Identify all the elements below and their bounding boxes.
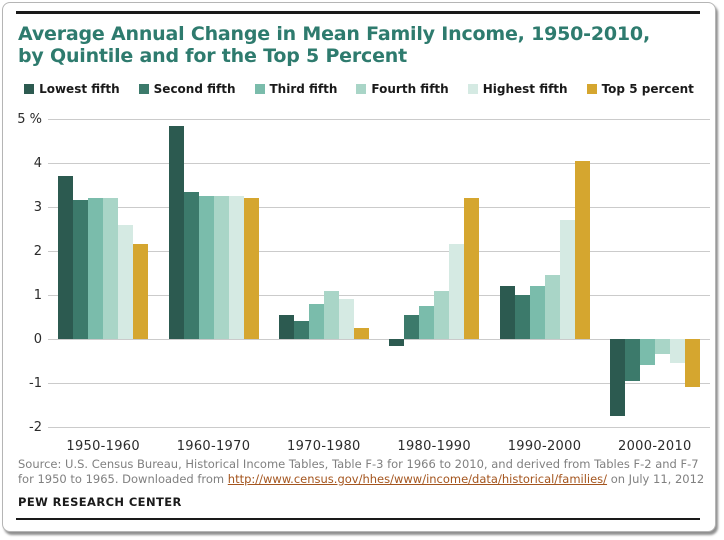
bar-second-fifth-1980-1990 [404, 314, 420, 339]
bar-lowest-fifth-1950-1960 [58, 176, 74, 339]
gridline [48, 294, 710, 296]
bar-lowest-fifth-1980-1990 [389, 339, 405, 346]
bar-top-5-percent-1980-1990 [464, 198, 480, 339]
legend-swatch [254, 84, 265, 94]
bar-third-fifth-1990-2000 [529, 286, 545, 339]
legend-label: Top 5 percent [601, 82, 694, 96]
bar-third-fifth-1960-1970 [198, 196, 214, 339]
legend: Lowest fifth Second fifth Third fifth Fo… [13, 82, 705, 96]
source-note: Source: U.S. Census Bureau, Historical I… [18, 457, 710, 486]
bar-highest-fifth-2000-2010 [669, 339, 685, 364]
legend-item-second-fifth: Second fifth [138, 82, 236, 96]
gridline [48, 338, 710, 340]
bar-lowest-fifth-2000-2010 [609, 339, 625, 416]
branding: PEW RESEARCH CENTER [18, 495, 182, 509]
gridline [48, 118, 710, 120]
bar-second-fifth-1990-2000 [514, 295, 530, 339]
y-axis-tick-label: 1 [33, 287, 42, 303]
legend-swatch [586, 84, 597, 94]
legend-label: Second fifth [153, 82, 236, 96]
x-axis-label: 1950-1960 [66, 439, 140, 454]
bar-fourth-fifth-1990-2000 [544, 275, 560, 339]
bar-fourth-fifth-1960-1970 [213, 196, 229, 339]
legend-item-highest-fifth: Highest fifth [467, 82, 568, 96]
chart-title: Average Annual Change in Mean Family Inc… [18, 23, 708, 67]
gridline [48, 426, 710, 428]
bar-third-fifth-1970-1980 [308, 303, 324, 339]
legend-item-top-5-percent: Top 5 percent [586, 82, 694, 96]
gridline [48, 382, 710, 384]
legend-item-lowest-fifth: Lowest fifth [24, 82, 120, 96]
bar-fourth-fifth-2000-2010 [654, 339, 670, 355]
gridline [48, 206, 710, 208]
legend-item-fourth-fifth: Fourth fifth [356, 82, 449, 96]
y-axis-tick-label: 3 [33, 199, 42, 215]
y-axis-tick-label: -1 [29, 375, 42, 391]
legend-label: Lowest fifth [39, 82, 120, 96]
bar-highest-fifth-1980-1990 [449, 244, 465, 339]
bar-highest-fifth-1950-1960 [118, 224, 134, 339]
bar-third-fifth-1950-1960 [88, 198, 104, 339]
x-axis-label: 1980-1990 [397, 439, 471, 454]
legend-swatch [467, 84, 478, 94]
legend-swatch [356, 84, 367, 94]
bar-top-5-percent-1950-1960 [133, 244, 149, 339]
bar-highest-fifth-1960-1970 [228, 196, 244, 339]
bar-top-5-percent-1990-2000 [574, 160, 590, 339]
x-axis-label: 2000-2010 [618, 439, 692, 454]
bar-fourth-fifth-1970-1980 [323, 290, 339, 339]
bar-top-5-percent-1970-1980 [353, 328, 369, 339]
legend-label: Highest fifth [482, 82, 568, 96]
legend-item-third-fifth: Third fifth [254, 82, 338, 96]
legend-swatch [24, 84, 35, 94]
x-axis-label: 1960-1970 [176, 439, 251, 454]
y-axis-tick-label: 5 % [17, 111, 42, 127]
gridline [48, 162, 710, 164]
source-text-suffix: on July 11, 2012 [607, 471, 705, 486]
bar-fourth-fifth-1950-1960 [103, 198, 119, 339]
source-text-prefix: Source: U.S. Census Bureau, Historical I… [18, 457, 699, 486]
bar-highest-fifth-1990-2000 [559, 220, 575, 339]
bottom-rule [16, 518, 700, 520]
bar-top-5-percent-1960-1970 [243, 198, 259, 339]
x-axis-label: 1990-2000 [507, 439, 582, 454]
bar-lowest-fifth-1960-1970 [168, 125, 184, 339]
bar-lowest-fifth-1990-2000 [499, 286, 515, 339]
y-axis-tick-label: 0 [33, 331, 42, 347]
bar-second-fifth-2000-2010 [624, 339, 640, 381]
gridline [48, 250, 710, 252]
legend-label: Third fifth [269, 82, 338, 96]
y-axis-tick-label: -2 [29, 419, 42, 435]
bar-fourth-fifth-1980-1990 [434, 290, 450, 339]
bar-highest-fifth-1970-1980 [338, 299, 354, 339]
bar-second-fifth-1970-1980 [293, 321, 309, 339]
bar-lowest-fifth-1970-1980 [278, 314, 294, 339]
bar-third-fifth-2000-2010 [639, 339, 655, 366]
y-axis-tick-label: 2 [33, 243, 42, 259]
x-axis-label: 1970-1980 [287, 439, 361, 454]
chart-frame: Average Annual Change in Mean Family Inc… [2, 2, 716, 532]
top-rule [16, 11, 700, 14]
plot-area: 5 % 4 3 2 1 0 -1 -2 1950-1960 1960-1970 1970-1980 1… [17, 112, 710, 454]
bar-second-fifth-1950-1960 [73, 200, 89, 339]
chart-title-line1: Average Annual Change in Mean Family Inc… [18, 23, 650, 45]
y-axis-tick-label: 4 [33, 155, 42, 171]
bar-third-fifth-1980-1990 [419, 306, 435, 339]
legend-swatch [138, 84, 149, 94]
bar-top-5-percent-2000-2010 [684, 339, 700, 388]
bar-second-fifth-1960-1970 [183, 191, 199, 339]
source-link[interactable]: http://www.census.gov/hhes/www/income/da… [227, 471, 608, 486]
legend-label: Fourth fifth [371, 82, 449, 96]
chart-title-line2: by Quintile and for the Top 5 Percent [18, 45, 407, 67]
